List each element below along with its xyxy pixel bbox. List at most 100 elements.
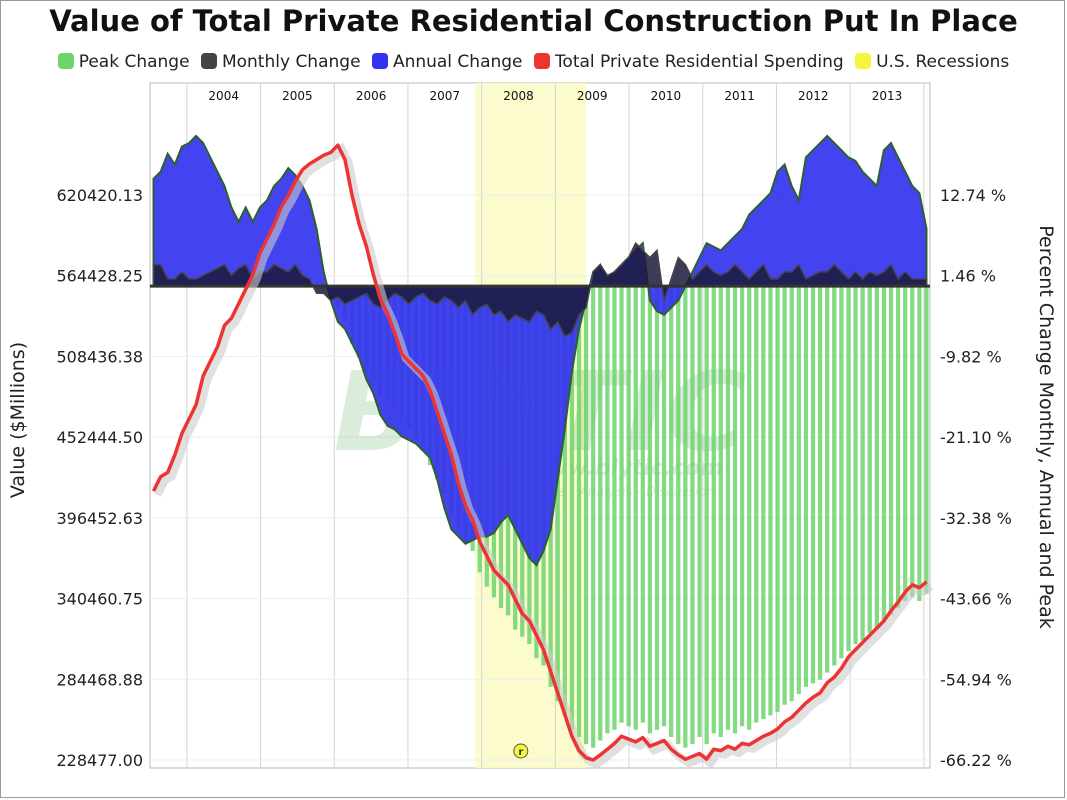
right-tick-label: -43.66 %	[940, 590, 1012, 609]
chart-title: Value of Total Private Residential Const…	[49, 4, 1018, 38]
left-tick-label: 452444.50	[56, 428, 143, 447]
right-tick-label: 1.46 %	[940, 267, 996, 286]
peak-change-bar	[612, 286, 617, 730]
left-tick-label: 228477.00	[56, 751, 143, 770]
year-label: 2008	[503, 89, 534, 103]
peak-change-bar	[683, 286, 688, 748]
left-tick-label: 620420.13	[56, 186, 143, 205]
peak-change-bar	[874, 286, 879, 630]
left-tick-label: 564428.25	[56, 267, 143, 286]
peak-change-bar	[576, 286, 582, 737]
peak-change-bar	[803, 286, 809, 687]
legend-swatch	[533, 53, 550, 69]
peak-change-bar	[768, 286, 773, 716]
peak-change-bar	[761, 286, 766, 720]
peak-change-bar	[888, 286, 894, 616]
peak-change-bar	[903, 286, 908, 602]
peak-change-bar	[832, 286, 837, 666]
peak-change-bar	[704, 286, 709, 745]
left-tick-label: 396452.63	[56, 509, 143, 528]
peak-change-bar	[640, 286, 645, 723]
peak-change-bar	[796, 286, 801, 695]
legend-swatch	[200, 53, 217, 69]
year-label: 2007	[430, 89, 461, 103]
year-label: 2006	[356, 89, 387, 103]
year-label: 2009	[577, 89, 608, 103]
peak-change-bar	[853, 286, 858, 644]
plot-area: 2004 2005 2006 2007 2008 2009 2010 2011 2012 2013…	[149, 82, 934, 769]
peak-change-bar	[747, 286, 752, 730]
left-tick-label: 340460.75	[56, 590, 143, 609]
legend-label: Monthly Change	[221, 52, 361, 72]
right-tick-label: -66.22 %	[940, 751, 1012, 770]
y-axis-title-right: Percent Change Monthly, Annual and Peak	[1035, 225, 1057, 628]
year-label: 2010	[651, 89, 682, 103]
peak-change-bar	[782, 286, 787, 705]
peak-change-bar	[626, 286, 631, 727]
peak-change-bar	[860, 286, 865, 641]
right-tick-label: -9.82 %	[940, 347, 1002, 366]
legend-item-us-recessions[interactable]: U.S. Recessions	[855, 52, 1009, 72]
y-axis-title-left: Value ($Millions)	[7, 342, 29, 498]
year-label: 2012	[798, 89, 829, 103]
legend-label: Total Private Residential Spending	[554, 52, 844, 72]
peak-change-bar	[725, 286, 731, 730]
peak-change-bar	[697, 286, 702, 737]
peak-change-bar	[846, 286, 851, 652]
legend-item-residential-spending[interactable]: Total Private Residential Spending	[533, 52, 844, 72]
peak-change-bar	[647, 286, 653, 734]
watermark-tagline: Data - Analysis - Discussion	[535, 485, 715, 500]
right-axis-ticks: 12.74 % 1.46 % -9.82 % -21.10 % -32.38 % -43.…	[940, 186, 1012, 770]
peak-change-bar	[633, 286, 638, 730]
peak-change-bar	[591, 286, 596, 748]
legend-item-monthly-change[interactable]: Monthly Change	[200, 52, 361, 72]
peak-change-bar	[605, 286, 610, 734]
legend-label: Peak Change	[78, 52, 190, 72]
peak-change-bar	[817, 286, 823, 680]
monthly-change-area	[152, 241, 928, 338]
legend-swatch	[57, 53, 74, 69]
peak-change-bar	[775, 286, 780, 712]
peak-change-bar	[718, 286, 723, 737]
legend-swatch	[371, 53, 388, 69]
peak-change-bar	[569, 286, 575, 730]
year-label: 2011	[724, 89, 755, 103]
annual-change-area	[152, 134, 928, 567]
peak-change-bar	[619, 286, 624, 723]
legend-item-annual-change[interactable]: Annual Change	[371, 52, 523, 72]
legend-label: Annual Change	[392, 52, 523, 72]
right-tick-label: 12.74 %	[940, 186, 1006, 205]
peak-change-bar	[867, 286, 872, 634]
peak-change-bar	[562, 286, 567, 716]
peak-change-bar	[881, 286, 887, 623]
year-label: 2005	[282, 89, 313, 103]
peak-change-bar	[598, 286, 603, 741]
peak-change-bar	[732, 286, 738, 734]
peak-change-bar	[754, 286, 759, 723]
chart-legend: Peak Change Monthly Change Annual Change…	[0, 52, 1067, 72]
legend-label: U.S. Recessions	[876, 52, 1010, 72]
peak-change-bar	[690, 286, 695, 745]
peak-change-bar	[924, 286, 929, 594]
peak-change-bar	[654, 286, 660, 730]
peak-change-bar	[669, 286, 674, 737]
left-tick-label: 508436.38	[56, 347, 143, 366]
peak-change-bar	[839, 286, 844, 659]
year-label: 2013	[872, 89, 903, 103]
spending-line	[151, 143, 928, 762]
year-labels: 2004 2005 2006 2007 2008 2009 2010 2011 2012 2013	[208, 89, 902, 103]
legend-item-peak-change[interactable]: Peak Change	[57, 52, 190, 72]
recession-marker-label: r	[518, 747, 523, 758]
peak-change-bar	[789, 286, 794, 702]
right-tick-label: -32.38 %	[940, 509, 1012, 528]
peak-change-bar	[910, 286, 915, 598]
right-tick-label: -21.10 %	[940, 428, 1012, 447]
year-label: 2004	[208, 89, 239, 103]
peak-change-bar	[711, 286, 716, 734]
peak-change-bar	[555, 286, 560, 702]
peak-change-bar	[739, 286, 745, 727]
left-tick-label: 284468.88	[56, 670, 143, 689]
left-axis-ticks: 620420.13 564428.25 508436.38 452444.50 3964…	[56, 186, 143, 770]
